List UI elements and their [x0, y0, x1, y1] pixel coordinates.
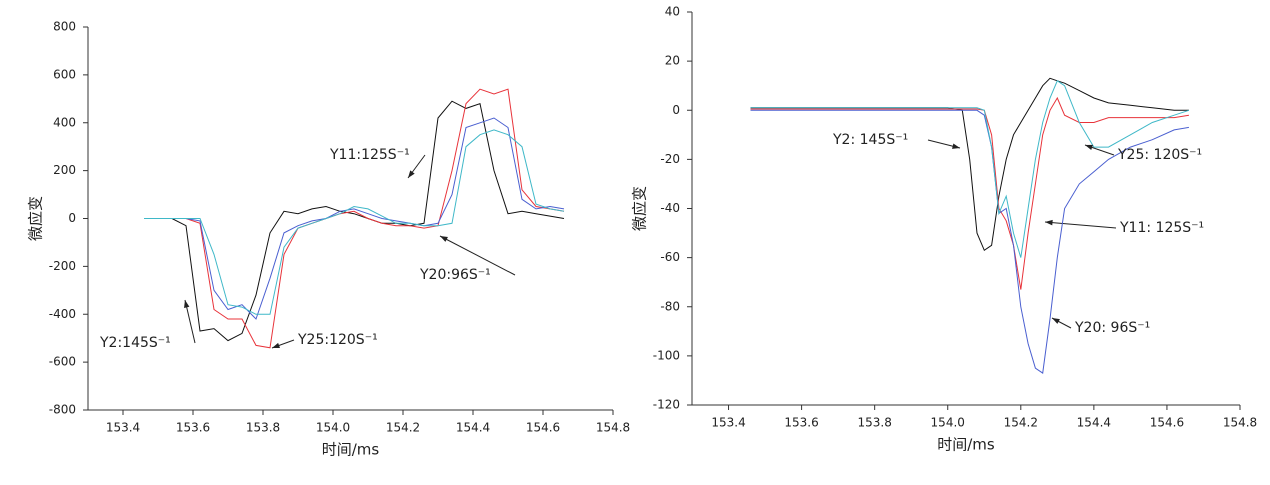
arrow-head: [952, 143, 960, 149]
y-tick-label: -40: [660, 201, 680, 215]
series-label: Y2:145S⁻¹: [99, 335, 171, 351]
x-tick-label: 154.2: [386, 421, 420, 435]
y-tick-label: 600: [53, 67, 76, 81]
y-axis-label: 微应变: [27, 196, 45, 241]
x-tick-label: 153.8: [246, 421, 280, 435]
y-tick-label: 40: [665, 5, 680, 19]
y-tick-label: -120: [653, 398, 680, 412]
y-tick-label: 200: [53, 163, 76, 177]
y-tick-label: -600: [49, 355, 76, 369]
y-tick-label: -400: [49, 307, 76, 321]
arrow-head: [408, 170, 415, 178]
series-line: [144, 100, 565, 342]
y-tick-label: 0: [672, 103, 680, 117]
series-label: Y2: 145S⁻¹: [832, 132, 908, 148]
arrow-head: [1045, 219, 1053, 226]
x-tick-label: 154.2: [1004, 416, 1038, 430]
y-tick-label: -100: [653, 348, 680, 362]
y-tick-label: -800: [49, 403, 76, 417]
series-line: [750, 96, 1189, 290]
x-tick-label: 153.4: [106, 421, 140, 435]
y-tick-label: -80: [660, 299, 680, 313]
y-tick-label: 800: [53, 20, 76, 34]
x-axis-label: 时间/ms: [322, 441, 380, 459]
series-line: [144, 129, 565, 315]
series-label: Y25:120S⁻¹: [297, 332, 378, 348]
label-arrow: [439, 235, 516, 276]
arrow-head: [1052, 318, 1060, 324]
x-tick-label: 153.6: [784, 416, 818, 430]
x-axis-label: 时间/ms: [937, 436, 995, 454]
x-tick-label: 154.8: [1223, 416, 1257, 430]
y-tick-label: 0: [68, 211, 76, 225]
arrow-head: [184, 300, 190, 308]
y-tick-label: -60: [660, 250, 680, 264]
series-line: [750, 80, 1190, 258]
x-tick-label: 154.6: [526, 421, 560, 435]
arrow-head: [1085, 144, 1093, 151]
x-tick-label: 154.8: [596, 421, 630, 435]
series-line: [144, 117, 565, 320]
series-label: Y20:96S⁻¹: [419, 267, 491, 283]
series-label: Y11:125S⁻¹: [329, 147, 410, 163]
y-tick-label: 400: [53, 115, 76, 129]
y-axis-label: 微应变: [631, 186, 649, 231]
x-tick-label: 153.6: [176, 421, 210, 435]
series-line: [750, 109, 1189, 374]
series-label: Y25: 120S⁻¹: [1117, 147, 1202, 163]
series-line: [144, 88, 565, 349]
arrow-head: [440, 236, 448, 242]
series-line: [750, 77, 1189, 252]
x-tick-label: 154.6: [1150, 416, 1184, 430]
x-tick-label: 154.0: [931, 416, 965, 430]
label-arrow: [1044, 221, 1117, 229]
x-tick-label: 153.8: [857, 416, 891, 430]
y-tick-label: 20: [665, 54, 680, 68]
arrow-head: [272, 342, 280, 349]
x-tick-label: 153.4: [711, 416, 745, 430]
series-label: Y20: 96S⁻¹: [1074, 320, 1150, 336]
y-tick-label: -200: [49, 259, 76, 273]
x-tick-label: 154.4: [456, 421, 490, 435]
x-tick-label: 154.0: [316, 421, 350, 435]
y-tick-label: -20: [660, 152, 680, 166]
x-tick-label: 154.4: [1077, 416, 1111, 430]
series-label: Y11: 125S⁻¹: [1119, 220, 1204, 236]
